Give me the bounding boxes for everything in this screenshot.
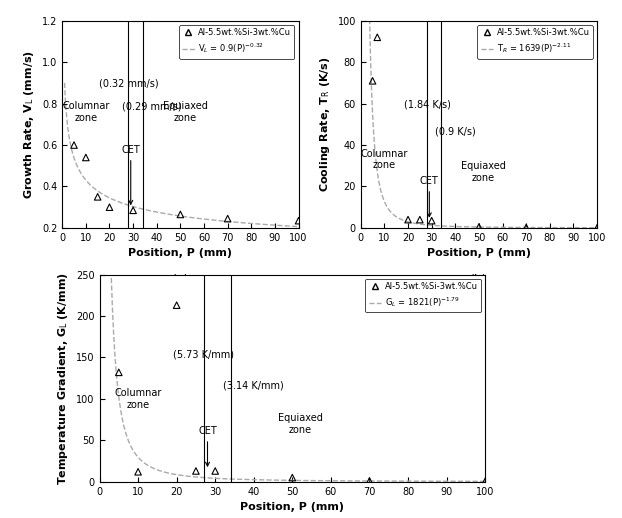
Text: (1.84 K/s): (1.84 K/s) (404, 100, 450, 110)
Point (104, 203, 114, 211)
Text: (b): (b) (470, 274, 488, 286)
Text: (0.29 mm/s): (0.29 mm/s) (122, 102, 182, 112)
Text: CET: CET (198, 426, 217, 466)
Point (191, 467, 201, 475)
Point (480, 477, 490, 485)
Legend: Al-5.5wt.%Si-3wt.%Cu, T$_R$ = 1639(P)$^{-2.11}$: Al-5.5wt.%Si-3wt.%Cu, T$_R$ = 1639(P)$^{… (478, 25, 593, 59)
Text: (3.14 K/mm): (3.14 K/mm) (223, 381, 284, 391)
Point (592, 224, 602, 232)
Point (210, 467, 220, 475)
Point (133, 468, 143, 476)
Text: Equiaxed
zone: Equiaxed zone (163, 101, 208, 123)
X-axis label: Position, P (mm): Position, P (mm) (128, 248, 233, 258)
Point (364, 477, 374, 485)
Point (287, 473, 297, 482)
Text: CET: CET (121, 145, 140, 204)
Legend: Al-5.5wt.%Si-3wt.%Cu, G$_L$ = 1821(P)$^{-1.79}$: Al-5.5wt.%Si-3wt.%Cu, G$_L$ = 1821(P)$^{… (366, 279, 481, 312)
Point (114, 368, 124, 377)
Point (415, 215, 425, 224)
X-axis label: Position, P (mm): Position, P (mm) (240, 502, 345, 512)
Text: (0.32 mm/s): (0.32 mm/s) (98, 78, 158, 88)
Legend: Al-5.5wt.%Si-3wt.%Cu, V$_L$ = 0.9(P)$^{-0.32}$: Al-5.5wt.%Si-3wt.%Cu, V$_L$ = 0.9(P)$^{-… (179, 25, 294, 59)
Point (521, 223, 531, 232)
Text: Columnar
zone: Columnar zone (62, 101, 109, 123)
Point (128, 206, 138, 214)
Point (403, 215, 413, 224)
Text: (0.9 K/s): (0.9 K/s) (435, 127, 476, 137)
Point (69, 141, 79, 149)
Point (294, 217, 304, 225)
Text: (a): (a) (172, 274, 189, 286)
Text: Columnar
zone: Columnar zone (114, 388, 162, 410)
Point (368, 77, 378, 85)
X-axis label: Position, P (mm): Position, P (mm) (427, 248, 531, 258)
Text: Equiaxed
zone: Equiaxed zone (277, 413, 322, 435)
Point (427, 217, 437, 225)
Point (172, 301, 182, 309)
Point (474, 223, 484, 231)
Text: CET: CET (420, 176, 439, 217)
Y-axis label: Temperature Gradient, G$_\mathrm{L}$ (K/mm): Temperature Gradient, G$_\mathrm{L}$ (K/… (57, 271, 70, 485)
Text: Equiaxed
zone: Equiaxed zone (462, 161, 506, 183)
Point (373, 33, 383, 41)
Text: (5.73 K/mm): (5.73 K/mm) (173, 349, 234, 359)
Y-axis label: Cooling Rate, T$_\mathrm{R}$ (K/s): Cooling Rate, T$_\mathrm{R}$ (K/s) (318, 56, 332, 192)
Point (81, 153, 91, 162)
Y-axis label: Growth Rate, V$_\mathrm{L}$ (mm/s): Growth Rate, V$_\mathrm{L}$ (mm/s) (22, 50, 37, 199)
Point (223, 214, 233, 223)
Text: Columnar
zone: Columnar zone (361, 149, 408, 170)
Point (175, 210, 185, 219)
Point (93, 193, 103, 201)
